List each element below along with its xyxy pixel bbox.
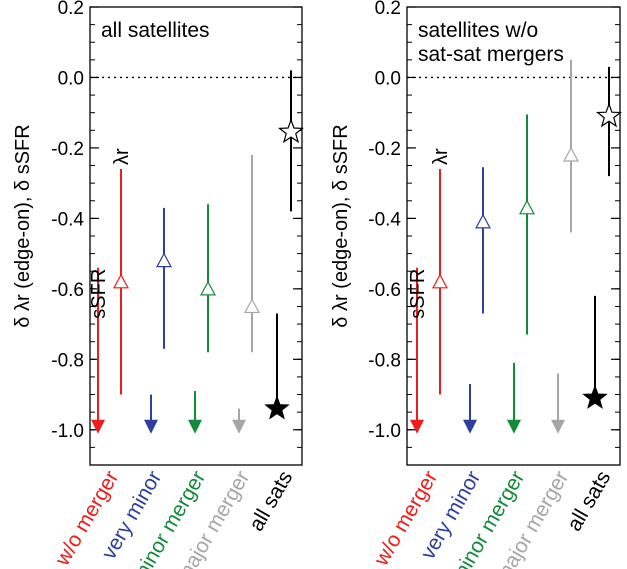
ssfr-star-marker [582, 384, 608, 409]
y-tick-label: -0.6 [368, 280, 401, 301]
ssfr-arrow-marker [507, 419, 521, 434]
lambda-r-triangle-marker [431, 273, 449, 289]
lambda-r-triangle-marker [562, 146, 580, 162]
ssfr-arrow-marker [410, 419, 424, 434]
y-tick-label: -1.0 [51, 421, 84, 442]
ssfr-series-label: sSFR [407, 269, 429, 319]
ssfr-arrow-marker [551, 419, 565, 434]
panel-title: all satellites [101, 19, 210, 42]
y-axis-label: δ λr (edge-on), δ sSFR [330, 124, 352, 327]
ssfr-arrow-marker [188, 419, 202, 434]
y-tick-label: 0.0 [58, 68, 84, 89]
y-tick-label: -0.2 [368, 139, 401, 160]
ssfr-arrow-marker [91, 419, 105, 434]
y-tick-label: -0.2 [51, 139, 84, 160]
y-tick-label: -1.0 [368, 421, 401, 442]
ssfr-series-label: sSFR [88, 269, 110, 319]
y-tick-label: 0.0 [375, 68, 401, 89]
ssfr-arrow-marker [232, 419, 246, 434]
y-tick-label: -0.4 [51, 209, 84, 230]
panel-title: sat-sat mergers [418, 43, 564, 66]
x-category-label: all sats [245, 467, 298, 535]
lambda-r-triangle-marker [112, 273, 130, 289]
ssfr-arrow-marker [144, 419, 158, 434]
y-tick-label: -0.4 [368, 209, 401, 230]
y-tick-label: -0.6 [51, 280, 84, 301]
lambda-r-series-label: λr [430, 148, 452, 165]
chart-panel-2: 0.2 0.0 -0.2 -0.4 -0.6 -0.8 -1.0 δ λr (edge-on)… [330, 0, 623, 569]
lambda-r-star-marker [277, 118, 305, 144]
lambda-r-triangle-marker [518, 199, 536, 215]
y-tick-label: -0.8 [51, 350, 84, 371]
y-tick-label: 0.2 [58, 0, 84, 19]
chart-panel-1: 0.2 0.0 -0.2 -0.4 -0.6 -0.8 -1.0 δ λr (edge-on)… [12, 0, 305, 569]
lambda-r-star-marker [595, 102, 623, 128]
ssfr-star-marker [264, 395, 290, 420]
lambda-r-triangle-marker [474, 213, 492, 229]
y-tick-label: -0.8 [368, 350, 401, 371]
panel-title: satellites w/o [418, 19, 538, 42]
lambda-r-series-label: λr [111, 148, 133, 165]
lambda-r-triangle-marker [155, 252, 173, 268]
ssfr-arrow-marker [463, 419, 477, 434]
lambda-r-triangle-marker [243, 298, 261, 314]
y-axis-label: δ λr (edge-on), δ sSFR [12, 124, 34, 327]
lambda-r-triangle-marker [199, 280, 217, 296]
y-tick-label: 0.2 [375, 0, 401, 19]
